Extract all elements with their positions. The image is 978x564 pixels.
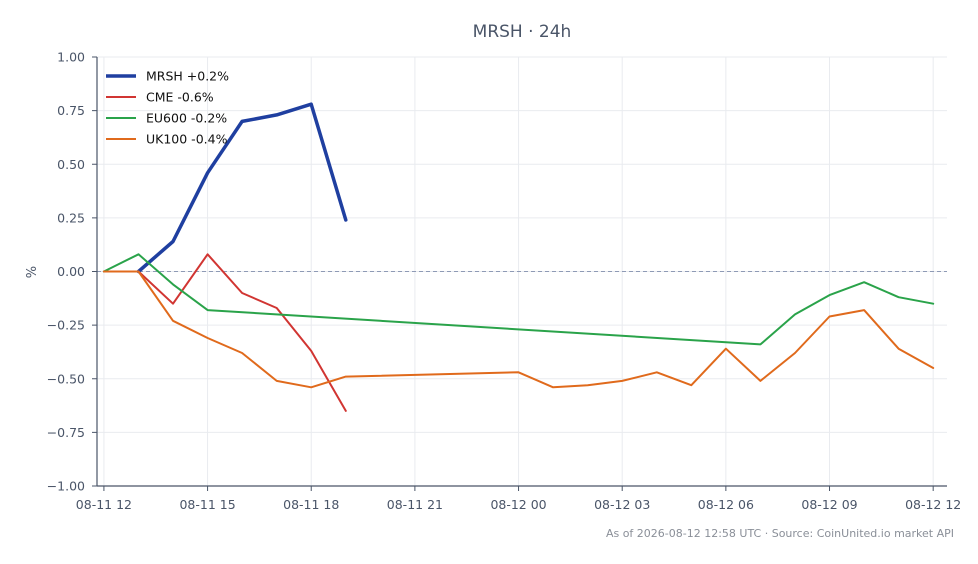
x-tick-label: 08-11 15 <box>179 497 235 512</box>
x-tick-label: 08-12 12 <box>905 497 961 512</box>
series-lines <box>102 102 935 412</box>
y-tick-label: 1.00 <box>57 50 85 65</box>
x-tick-label: 08-11 12 <box>76 497 132 512</box>
legend: MRSH +0.2% CME -0.6% EU600 -0.2% UK100 -0.4… <box>106 69 229 147</box>
series-line-cme <box>102 253 347 412</box>
x-tick-label: 08-12 00 <box>490 497 546 512</box>
x-tick-label: 08-11 18 <box>283 497 339 512</box>
y-tick-label: 0.50 <box>57 157 85 172</box>
y-tick-label: −0.50 <box>47 371 85 386</box>
legend-label: EU600 -0.2% <box>146 111 227 126</box>
legend-label: UK100 -0.4% <box>146 132 228 147</box>
chart-title: MRSH · 24h <box>473 22 572 42</box>
footer-source: As of 2026-08-12 12:58 UTC · Source: Coi… <box>606 527 954 540</box>
legend-label: MRSH +0.2% <box>146 69 229 84</box>
y-tick-label: 0.00 <box>57 264 85 279</box>
y-tick-labels: 1.00 0.75 0.50 0.25 0.00 −0.25 −0.50 −0.75 −1.00 <box>47 50 97 494</box>
series-line-mrsh <box>136 102 348 274</box>
x-tick-label: 08-12 06 <box>698 497 754 512</box>
y-tick-label: 0.25 <box>57 210 85 225</box>
series-line-eu600 <box>102 253 935 346</box>
x-tick-labels: 08-11 12 08-11 15 08-11 18 08-11 21 08-12 00… <box>76 486 961 512</box>
legend-label: CME -0.6% <box>146 90 214 105</box>
y-axis-label: % <box>25 266 40 278</box>
y-tick-label: −0.75 <box>47 425 85 440</box>
series-line-uk100 <box>102 270 935 389</box>
y-tick-label: −0.25 <box>47 318 85 333</box>
y-tick-label: 0.75 <box>57 103 85 118</box>
x-tick-label: 08-12 03 <box>594 497 650 512</box>
x-tick-label: 08-11 21 <box>387 497 443 512</box>
y-tick-label: −1.00 <box>47 479 85 494</box>
x-tick-label: 08-12 09 <box>801 497 857 512</box>
